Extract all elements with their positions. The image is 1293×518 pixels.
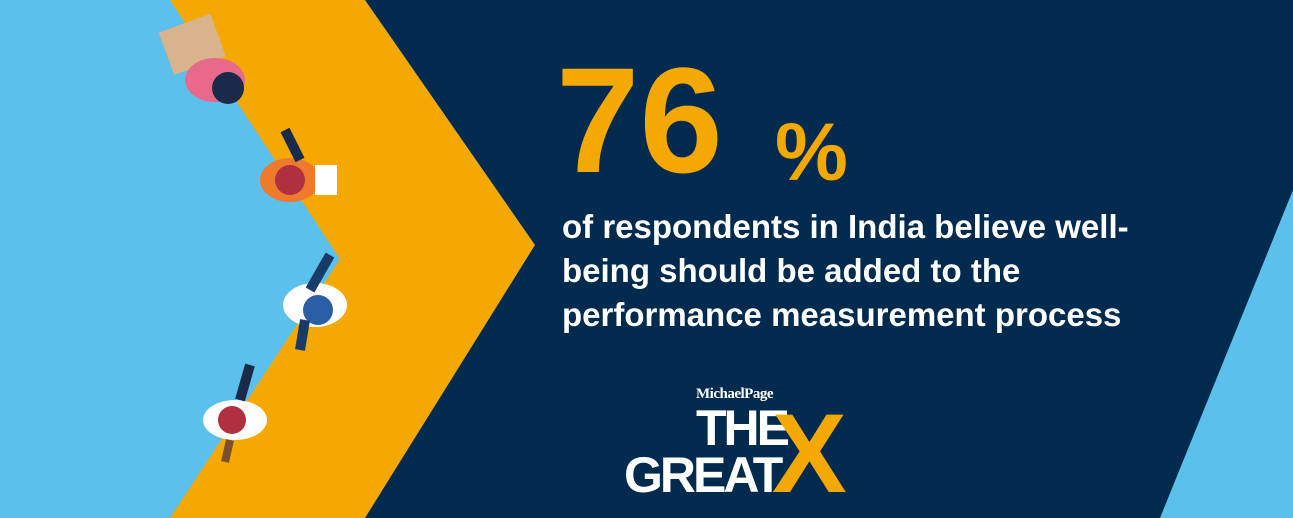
logo-brand: MichaelPage [696, 386, 774, 402]
stat-unit: % [775, 107, 848, 198]
logo-line2: GREAT [624, 447, 783, 503]
logo-line1: THE [696, 400, 789, 456]
description-line: of respondents in India believe well- [562, 208, 1129, 245]
description-line: being should be added to the [562, 252, 1020, 289]
chevron-band [170, 0, 535, 518]
people-illustration [158, 13, 347, 463]
navy-panel [365, 0, 1293, 518]
stat-number: 76 [556, 36, 723, 204]
description-line: performance measurement process [562, 296, 1121, 333]
logo-mark: X [772, 391, 847, 516]
